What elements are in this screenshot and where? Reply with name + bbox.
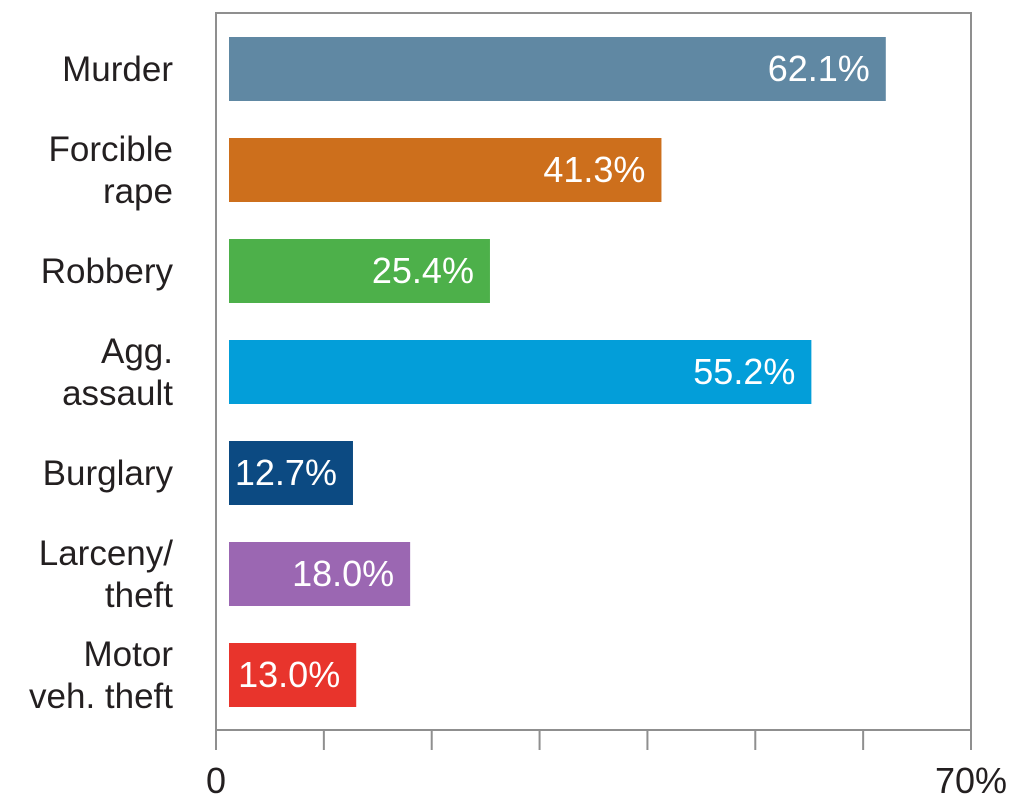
bar-4 (229, 441, 353, 505)
bar-0 (229, 37, 886, 101)
bar-5 (229, 542, 411, 606)
x-tick-label-max: 70% (935, 760, 1007, 801)
value-label-4: 12.7% (235, 452, 337, 493)
bar-1 (229, 138, 662, 202)
value-label-0: 62.1% (768, 48, 870, 89)
category-label-line: Motor (84, 635, 174, 674)
category-label-2: Robbery (41, 252, 174, 291)
value-label-5: 18.0% (292, 553, 394, 594)
category-label-5: Larceny/theft (39, 534, 174, 615)
category-label-3: Agg.assault (62, 332, 173, 413)
bar-2 (229, 239, 490, 303)
category-label-0: Murder (62, 50, 173, 89)
category-label-line: Agg. (101, 332, 173, 371)
category-label-line: Forcible (49, 130, 173, 169)
category-label-line: Burglary (43, 454, 174, 493)
category-label-line: theft (105, 576, 173, 615)
x-tick-label-min: 0 (206, 760, 226, 801)
value-label-3: 55.2% (693, 351, 795, 392)
category-label-line: rape (103, 172, 173, 211)
plot-frame (215, 12, 972, 731)
bar-3 (229, 340, 812, 404)
value-label-2: 25.4% (372, 250, 474, 291)
value-label-6: 13.0% (238, 654, 340, 695)
value-label-1: 41.3% (543, 149, 645, 190)
category-label-line: Robbery (41, 252, 174, 291)
bar-6 (229, 643, 357, 707)
category-label-line: Murder (62, 50, 173, 89)
category-label-4: Burglary (43, 454, 174, 493)
category-label-line: assault (62, 374, 173, 413)
x-axis-ticks: 0 70% (206, 730, 1007, 801)
category-label-line: veh. theft (29, 677, 173, 716)
bars-layer: 62.1% 41.3% 25.4% 55.2% 12.7% 18.0% 13.0% (229, 37, 886, 707)
category-label-line: Larceny/ (39, 534, 174, 573)
